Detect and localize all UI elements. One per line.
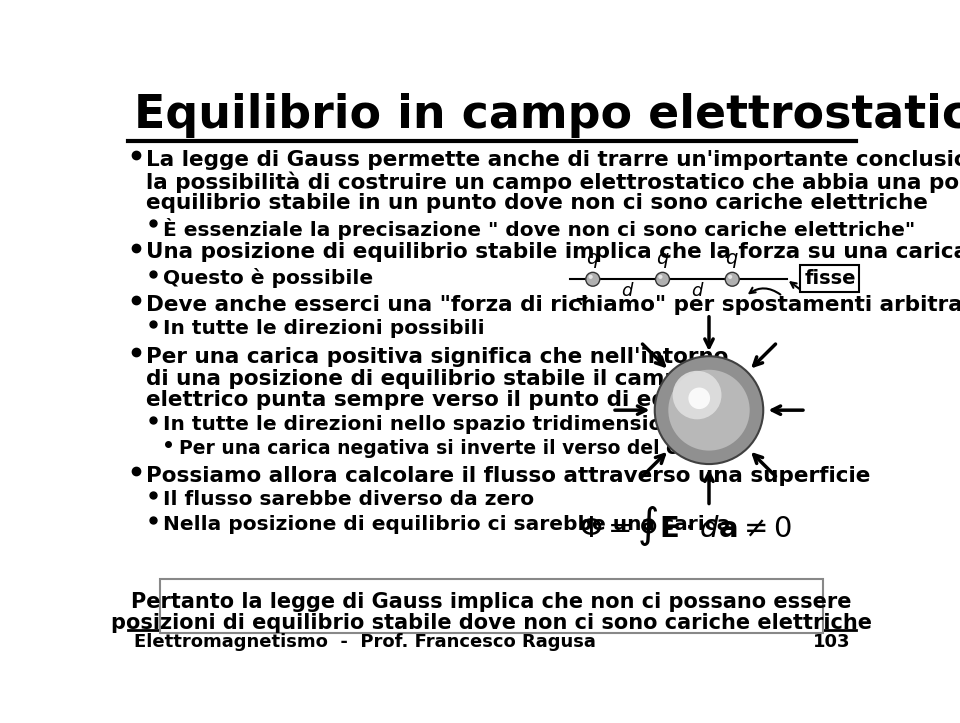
Text: Questo è possibile: Questo è possibile	[163, 268, 373, 288]
Text: In tutte le direzioni nello spazio tridimensionale: In tutte le direzioni nello spazio tridi…	[163, 415, 711, 434]
Text: Possiamo allora calcolare il flusso attraverso una superficie: Possiamo allora calcolare il flusso attr…	[146, 466, 871, 486]
Text: Nella posizione di equilibrio ci sarebbe una carica: Nella posizione di equilibrio ci sarebbe…	[163, 515, 731, 534]
FancyBboxPatch shape	[159, 579, 823, 633]
Text: $d$: $d$	[621, 281, 635, 299]
Text: È essenziale la precisazione " dove non ci sono cariche elettriche": È essenziale la precisazione " dove non …	[163, 218, 916, 239]
Circle shape	[588, 275, 592, 279]
Text: $\Phi = \oint \mathbf{E} \cdot d\mathbf{a} \neq 0$: $\Phi = \oint \mathbf{E} \cdot d\mathbf{…	[579, 503, 792, 548]
Circle shape	[655, 356, 763, 464]
Text: 103: 103	[812, 633, 850, 651]
Text: Elettromagnetismo  -  Prof. Francesco Ragusa: Elettromagnetismo - Prof. Francesco Ragu…	[134, 633, 596, 651]
Text: di una posizione di equilibrio stabile il campo: di una posizione di equilibrio stabile i…	[146, 369, 695, 388]
Circle shape	[659, 275, 662, 279]
Text: Il flusso sarebbe diverso da zero: Il flusso sarebbe diverso da zero	[163, 490, 535, 509]
Text: Per una carica negativa si inverte il verso del campo: Per una carica negativa si inverte il ve…	[179, 440, 735, 458]
Text: Equilibrio in campo elettrostatico: Equilibrio in campo elettrostatico	[134, 93, 960, 138]
Text: In tutte le direzioni possibili: In tutte le direzioni possibili	[163, 320, 485, 338]
FancyBboxPatch shape	[801, 265, 859, 291]
Circle shape	[586, 273, 600, 286]
Text: $d$: $d$	[690, 281, 704, 299]
Text: La legge di Gauss permette anche di trarre un'importante conclusione riguardo: La legge di Gauss permette anche di trar…	[146, 150, 960, 170]
Text: equilibrio stabile in un punto dove non ci sono cariche elettriche: equilibrio stabile in un punto dove non …	[146, 193, 928, 213]
Text: elettrico punta sempre verso il punto di equilibrio: elettrico punta sempre verso il punto di…	[146, 390, 752, 410]
Text: $q$: $q$	[726, 251, 739, 270]
Circle shape	[668, 369, 750, 450]
Text: Una posizione di equilibrio stabile implica che la forza su una carica sia nulla: Una posizione di equilibrio stabile impl…	[146, 242, 960, 262]
Text: $q$: $q$	[656, 251, 669, 270]
Circle shape	[725, 273, 739, 286]
Circle shape	[656, 273, 669, 286]
Text: Per una carica positiva significa che nell'intorno: Per una carica positiva significa che ne…	[146, 347, 729, 367]
Circle shape	[688, 388, 710, 409]
Text: Deve anche esserci una "forza di richiamo" per spostamenti arbitrari: Deve anche esserci una "forza di richiam…	[146, 295, 960, 315]
Text: $q$: $q$	[586, 251, 600, 270]
Text: Pertanto la legge di Gauss implica che non ci possano essere: Pertanto la legge di Gauss implica che n…	[131, 592, 852, 612]
Text: la possibilità di costruire un campo elettrostatico che abbia una posizione di: la possibilità di costruire un campo ele…	[146, 171, 960, 193]
Text: fisse: fisse	[804, 269, 855, 288]
Circle shape	[728, 275, 732, 279]
Circle shape	[673, 371, 722, 419]
Text: posizioni di equilibrio stabile dove non ci sono cariche elettriche: posizioni di equilibrio stabile dove non…	[110, 612, 872, 633]
